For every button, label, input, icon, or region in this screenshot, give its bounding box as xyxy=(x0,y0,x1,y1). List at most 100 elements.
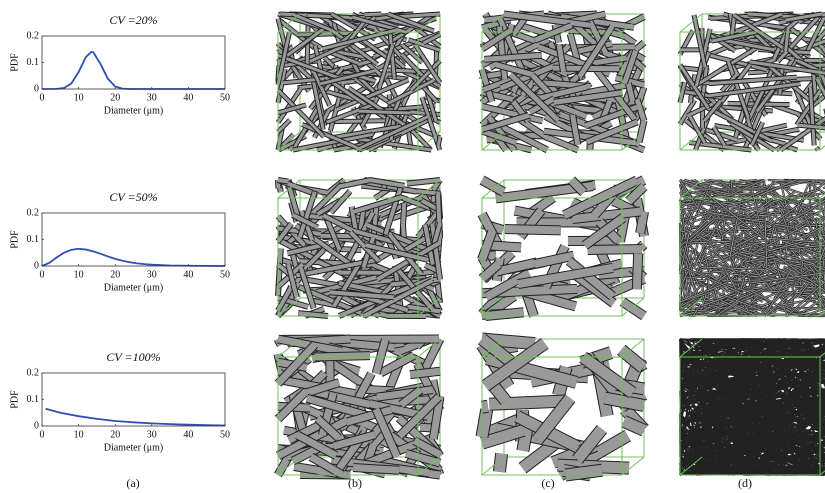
fiber xyxy=(710,251,739,270)
fiber-outline xyxy=(731,408,789,431)
fiber xyxy=(305,19,310,71)
y-axis-label: PDF xyxy=(9,390,20,409)
fiber xyxy=(319,69,375,86)
cube-edge xyxy=(277,297,301,317)
panel-label: (c) xyxy=(541,476,554,490)
fiber xyxy=(632,253,643,290)
fiber xyxy=(587,20,609,55)
cube-edge xyxy=(679,131,703,151)
fiber xyxy=(730,122,776,152)
fiber xyxy=(816,279,825,287)
cube-edge xyxy=(481,131,505,151)
fiber xyxy=(708,75,797,86)
fiber-outline xyxy=(690,465,750,476)
fiber xyxy=(364,12,382,17)
fiber xyxy=(695,246,705,266)
fiber-outline xyxy=(707,397,744,409)
fiber xyxy=(733,13,784,50)
fiber-outline xyxy=(813,462,825,469)
fiber xyxy=(679,281,728,303)
fiber xyxy=(797,272,817,298)
fiber-outline xyxy=(806,410,825,435)
fiber-outline xyxy=(780,393,794,443)
fiber xyxy=(679,311,696,317)
fiber xyxy=(297,191,317,238)
fiber xyxy=(620,298,647,320)
fiber xyxy=(478,230,496,262)
fiber xyxy=(291,12,332,32)
cube-edge xyxy=(417,297,441,317)
fiber-outline xyxy=(760,428,800,431)
fiber xyxy=(804,13,825,56)
fiber xyxy=(372,407,401,459)
fiber xyxy=(634,98,647,122)
x-tick-label: 30 xyxy=(147,269,157,280)
fiber-outline xyxy=(723,379,748,434)
y-axis-label: PDF xyxy=(9,230,20,249)
fiber xyxy=(730,179,733,196)
fiber xyxy=(409,367,441,379)
fiber xyxy=(358,115,429,151)
x-tick-label: 10 xyxy=(74,92,84,103)
cube-edge xyxy=(621,13,645,33)
fiber xyxy=(504,225,561,235)
fiber xyxy=(749,200,775,220)
fiber-outline xyxy=(721,385,763,417)
fiber xyxy=(329,290,394,300)
fiber-outline xyxy=(736,413,788,423)
fiber xyxy=(684,267,749,297)
fiber xyxy=(481,103,544,124)
fiber xyxy=(292,132,373,152)
fiber xyxy=(707,82,801,98)
fiber xyxy=(747,185,776,199)
fiber-outline xyxy=(746,445,816,452)
fiber xyxy=(305,248,325,268)
fiber xyxy=(385,78,405,112)
fiber-outline xyxy=(790,437,825,447)
fiber-outline xyxy=(789,450,812,476)
fiber xyxy=(719,179,758,185)
fiber-outline xyxy=(779,447,825,460)
fiber xyxy=(697,269,735,274)
fiber xyxy=(493,453,508,473)
cube-face xyxy=(481,197,623,317)
fiber-outline xyxy=(765,406,825,416)
fiber xyxy=(348,230,380,262)
fiber xyxy=(739,228,807,245)
fiber xyxy=(779,179,787,205)
fiber xyxy=(679,179,705,190)
fiber xyxy=(740,251,825,268)
fiber xyxy=(422,33,441,45)
x-tick-label: 40 xyxy=(183,429,193,440)
fiber xyxy=(363,179,417,194)
cube-edge xyxy=(621,456,645,476)
y-tick-label: 0.2 xyxy=(27,207,40,218)
fiber xyxy=(684,229,710,242)
fiber-outline xyxy=(695,395,721,452)
fiber-outline xyxy=(792,464,825,473)
fiber xyxy=(777,296,825,307)
fiber xyxy=(811,254,825,261)
fiber xyxy=(719,37,775,52)
fiber xyxy=(808,252,825,266)
cube-face xyxy=(481,356,623,476)
fiber-outline xyxy=(743,392,773,417)
fiber xyxy=(690,46,758,90)
fiber xyxy=(369,178,405,188)
fiber-outline xyxy=(682,465,692,476)
fiber-cube xyxy=(275,11,443,153)
fiber xyxy=(787,284,825,290)
fiber xyxy=(815,77,825,98)
fiber xyxy=(436,136,442,146)
cube-edge xyxy=(417,131,441,151)
fiber xyxy=(480,28,512,52)
fiber xyxy=(276,128,284,151)
fiber-outline xyxy=(688,341,702,399)
fiber xyxy=(716,246,752,258)
fiber xyxy=(751,243,816,265)
fiber xyxy=(327,103,373,124)
x-tick-label: 50 xyxy=(220,269,230,280)
x-tick-label: 10 xyxy=(74,269,84,280)
fiber xyxy=(749,272,825,284)
